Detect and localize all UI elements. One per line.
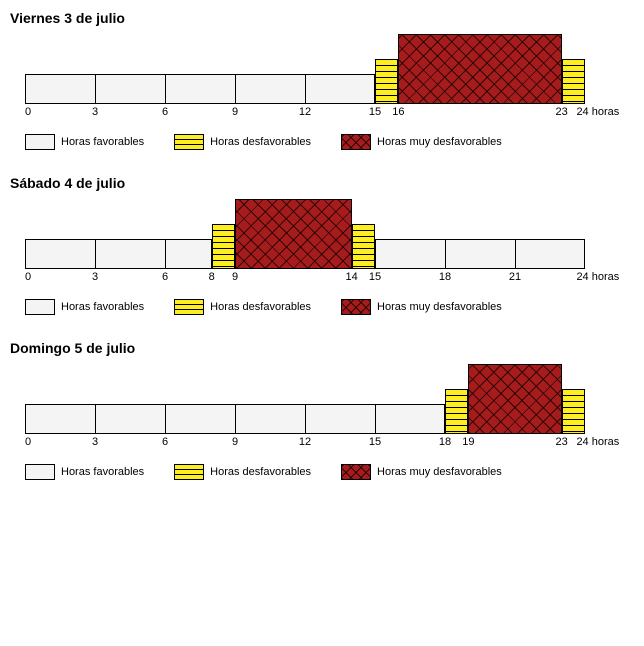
timeline-wrap: 036891415182124 horas (25, 199, 585, 289)
tick-label: 14 (346, 271, 358, 283)
tick-labels: 03691215162324 horas (25, 106, 585, 124)
segment-desfavorable (445, 389, 468, 434)
tick-label: 24 horas (576, 436, 619, 448)
segment-desfavorable (562, 59, 585, 104)
legend-label: Horas desfavorables (210, 136, 311, 148)
legend: Horas favorables Horas desfavorables Horas… (25, 299, 634, 315)
tick-label: 23 (556, 436, 568, 448)
tick-label: 6 (162, 106, 168, 118)
tick-divider (165, 239, 166, 269)
legend-desfavorable: Horas desfavorables (174, 464, 311, 480)
timeline-wrap: 03691215162324 horas (25, 34, 585, 124)
tick-label: 3 (92, 436, 98, 448)
tick-divider (235, 74, 236, 104)
timeline (25, 34, 585, 104)
legend-swatch (25, 134, 55, 150)
tick-label: 9 (232, 106, 238, 118)
tick-label: 6 (162, 436, 168, 448)
tick-labels: 0369121518192324 horas (25, 436, 585, 454)
tick-label: 3 (92, 106, 98, 118)
tick-label: 9 (232, 436, 238, 448)
tick-divider (375, 404, 376, 434)
tick-label: 12 (299, 106, 311, 118)
legend-swatch (174, 299, 204, 315)
legend-muy-desfavorable: Horas muy desfavorables (341, 134, 502, 150)
legend-favorable: Horas favorables (25, 134, 144, 150)
tick-label: 18 (439, 436, 451, 448)
timeline-wrap: 0369121518192324 horas (25, 364, 585, 454)
tick-divider (235, 404, 236, 434)
segment-muy-desfavorable (235, 199, 352, 269)
legend-swatch (174, 464, 204, 480)
day-title: Sábado 4 de julio (10, 175, 634, 191)
tick-label: 18 (439, 271, 451, 283)
legend-swatch (174, 134, 204, 150)
segment-desfavorable (562, 389, 585, 434)
tick-divider (515, 239, 516, 269)
day-block: Sábado 4 de julio 0 3 6 8 9 14 15 18 21 24 horas Ho… (10, 175, 634, 315)
legend-swatch (25, 299, 55, 315)
tick-divider (305, 404, 306, 434)
tick-labels: 036891415182124 horas (25, 271, 585, 289)
segment-favorable (375, 239, 585, 269)
day-block: Viernes 3 de julio 0 3 6 9 12 15 16 23 24 horas Ho… (10, 10, 634, 150)
tick-divider (165, 74, 166, 104)
tick-label: 19 (462, 436, 474, 448)
tick-label: 16 (392, 106, 404, 118)
day-block: Domingo 5 de julio 0 3 6 9 12 15 18 19 23 24 horas… (10, 340, 634, 480)
segment-favorable (25, 239, 212, 269)
legend: Horas favorables Horas desfavorables Horas… (25, 134, 634, 150)
legend-desfavorable: Horas desfavorables (174, 134, 311, 150)
tick-label: 8 (209, 271, 215, 283)
tick-label: 3 (92, 271, 98, 283)
legend-favorable: Horas favorables (25, 464, 144, 480)
legend-swatch (341, 299, 371, 315)
tick-divider (95, 404, 96, 434)
tick-divider (95, 239, 96, 269)
tick-divider (165, 404, 166, 434)
legend: Horas favorables Horas desfavorables Horas… (25, 464, 634, 480)
legend-label: Horas muy desfavorables (377, 301, 502, 313)
legend-label: Horas muy desfavorables (377, 136, 502, 148)
tick-label: 6 (162, 271, 168, 283)
timeline (25, 364, 585, 434)
tick-divider (95, 74, 96, 104)
tick-label: 24 horas (576, 271, 619, 283)
tick-label: 21 (509, 271, 521, 283)
tick-label: 0 (25, 436, 31, 448)
legend-label: Horas favorables (61, 466, 144, 478)
legend-muy-desfavorable: Horas muy desfavorables (341, 464, 502, 480)
segment-muy-desfavorable (468, 364, 561, 434)
day-title: Viernes 3 de julio (10, 10, 634, 26)
segment-muy-desfavorable (398, 34, 561, 104)
legend-label: Horas favorables (61, 301, 144, 313)
tick-divider (445, 239, 446, 269)
segment-desfavorable (352, 224, 375, 269)
segment-desfavorable (375, 59, 398, 104)
segment-favorable (25, 74, 375, 104)
legend-desfavorable: Horas desfavorables (174, 299, 311, 315)
timeline (25, 199, 585, 269)
legend-swatch (341, 134, 371, 150)
tick-label: 12 (299, 436, 311, 448)
tick-label: 15 (369, 106, 381, 118)
legend-label: Horas desfavorables (210, 301, 311, 313)
legend-swatch (341, 464, 371, 480)
legend-label: Horas favorables (61, 136, 144, 148)
tick-label: 23 (556, 106, 568, 118)
legend-muy-desfavorable: Horas muy desfavorables (341, 299, 502, 315)
tick-label: 15 (369, 271, 381, 283)
tick-label: 9 (232, 271, 238, 283)
tick-divider (305, 74, 306, 104)
segment-desfavorable (212, 224, 235, 269)
legend-label: Horas desfavorables (210, 466, 311, 478)
day-title: Domingo 5 de julio (10, 340, 634, 356)
legend-favorable: Horas favorables (25, 299, 144, 315)
legend-swatch (25, 464, 55, 480)
legend-label: Horas muy desfavorables (377, 466, 502, 478)
tick-label: 15 (369, 436, 381, 448)
tick-label: 0 (25, 106, 31, 118)
tick-label: 0 (25, 271, 31, 283)
tick-label: 24 horas (576, 106, 619, 118)
